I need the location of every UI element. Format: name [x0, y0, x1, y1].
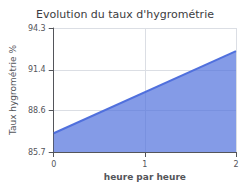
svg-text:0: 0 [51, 160, 56, 169]
svg-text:Evolution du taux d'hygrométri: Evolution du taux d'hygrométrie [36, 8, 214, 21]
svg-text:88.6: 88.6 [28, 106, 46, 115]
svg-text:heure par heure: heure par heure [104, 172, 186, 182]
svg-text:1: 1 [142, 160, 147, 169]
svg-text:Taux hygrométrie %: Taux hygrométrie % [8, 44, 18, 136]
svg-text:91.4: 91.4 [28, 65, 46, 74]
svg-text:2: 2 [233, 160, 238, 169]
svg-text:94.3: 94.3 [28, 24, 46, 33]
svg-text:85.7: 85.7 [28, 148, 46, 157]
